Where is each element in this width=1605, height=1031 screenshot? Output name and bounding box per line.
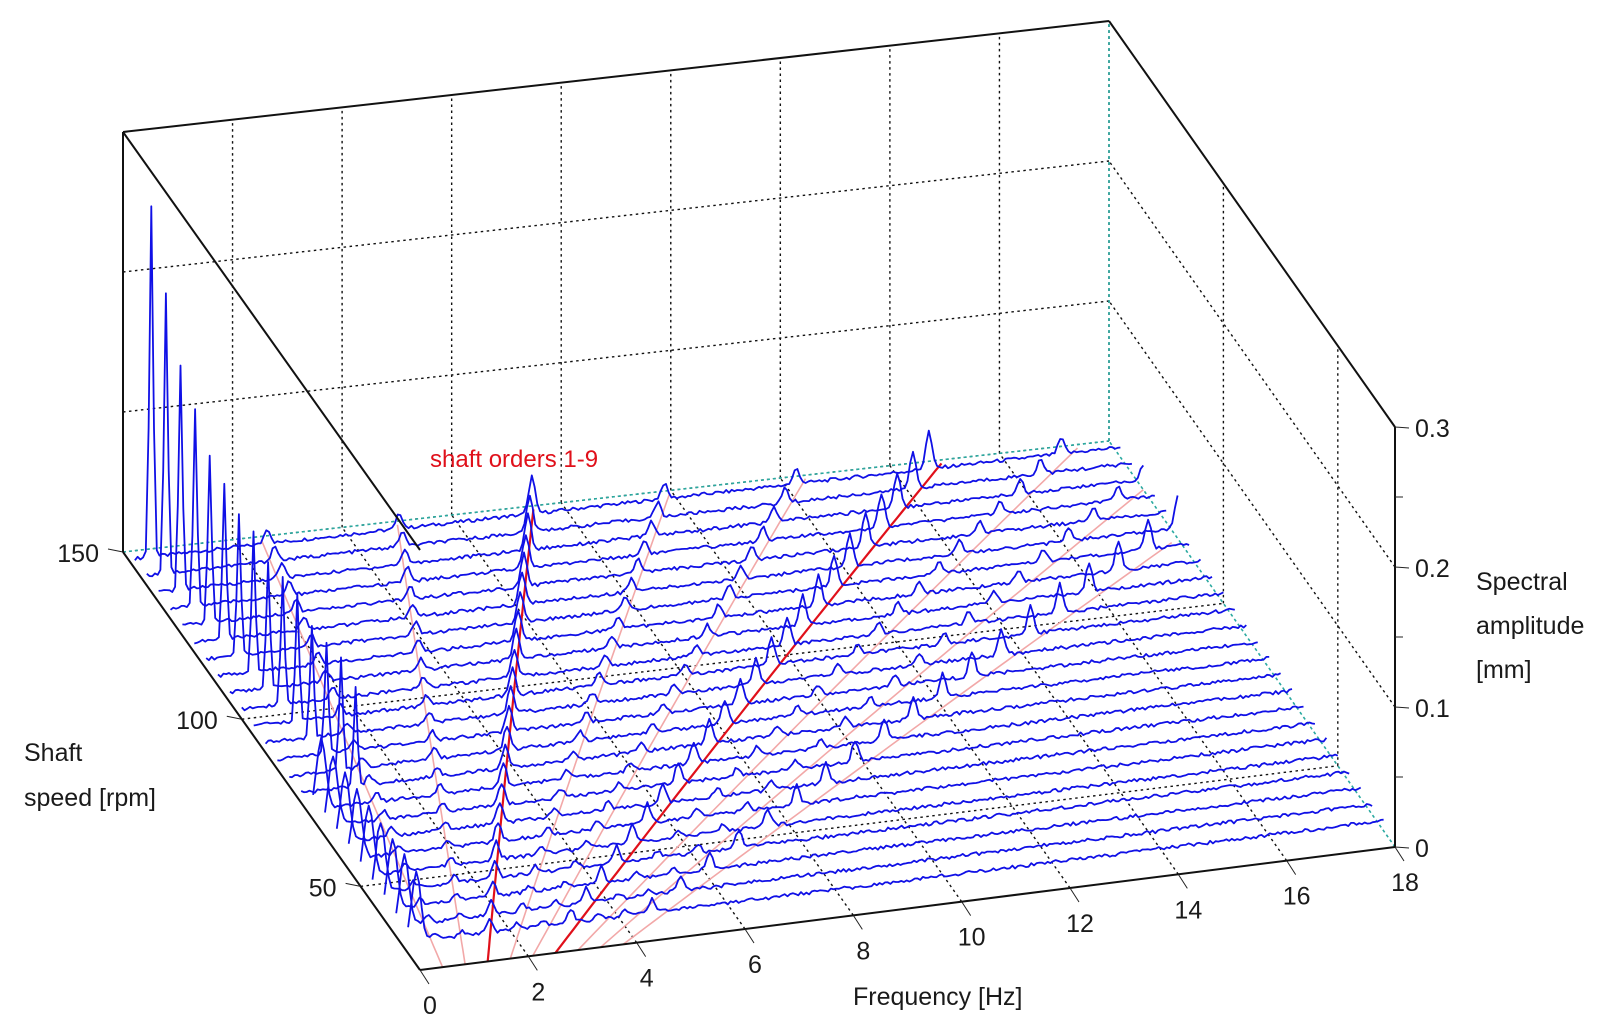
x-tick-mark <box>1394 846 1405 862</box>
spectrum-trace <box>134 205 1121 561</box>
x-tick-mark <box>527 956 538 971</box>
shaft-order-line <box>622 541 1173 946</box>
x-tick-label: 12 <box>1066 910 1094 938</box>
x-tick-label: 6 <box>748 951 762 979</box>
y-tick-mark <box>107 548 124 553</box>
spectrum-trace <box>324 705 1304 824</box>
z-tick-label: 0.1 <box>1415 695 1450 723</box>
frequency-axis-line <box>419 846 1396 971</box>
floor-grid-frequency <box>560 502 854 916</box>
x-tick-mark <box>744 928 755 944</box>
back-wall-grid-horizontal <box>122 300 1110 413</box>
speed-axis-line <box>122 551 421 971</box>
right-wall-grid-horizontal <box>1108 300 1396 708</box>
floor-grid-frequency <box>451 514 746 930</box>
y-tick-label: 150 <box>57 540 99 568</box>
x-axis-label: Frequency [Hz] <box>853 983 1023 1011</box>
spectrum-trace <box>359 753 1339 876</box>
x-tick-label: 16 <box>1283 883 1311 911</box>
spectrum-trace <box>169 408 1155 611</box>
x-tick-label: 14 <box>1174 896 1202 924</box>
y-tick-mark <box>345 882 361 887</box>
z-axis-label-line-2: amplitude <box>1476 612 1584 640</box>
shaft-order-line <box>396 524 466 965</box>
top-left-edge <box>122 131 421 551</box>
spectrum-trace <box>289 656 1270 779</box>
x-tick-mark <box>419 969 430 985</box>
top-back-edge <box>122 20 1110 133</box>
right-wall-grid-horizontal <box>1108 160 1396 568</box>
floor-grid-speed <box>360 765 1338 888</box>
floor-grid-frequency <box>341 526 638 944</box>
spectra-traces <box>134 205 1384 939</box>
x-tick-mark <box>852 915 863 930</box>
spectrum-trace <box>300 672 1282 794</box>
x-tick-mark <box>1069 887 1080 903</box>
spectrum-trace <box>217 530 1202 678</box>
spectrum-trace <box>407 818 1384 939</box>
z-axis-label-line-1: Spectral <box>1476 568 1568 596</box>
spectrum-trace <box>383 786 1362 908</box>
diagonal-edge-hidden <box>123 132 420 970</box>
grid-layer <box>122 21 1396 957</box>
back-wall-grid-horizontal <box>122 160 1110 273</box>
tick-marks-and-labels: 0 2 4 6 8 10 12 14 16 18 50 100 150 0 0.1 0.2 0.3 <box>57 415 1449 1020</box>
z-tick-mark <box>1394 846 1410 849</box>
spectrum-trace <box>194 482 1179 645</box>
shaft-order-line <box>600 489 1144 948</box>
x-tick-mark <box>636 942 647 957</box>
spectrum-trace <box>229 561 1213 695</box>
z-tick-mark <box>1394 566 1410 569</box>
z-axis-label-line-3: [mm] <box>1476 656 1532 684</box>
x-tick-label: 2 <box>531 978 545 1006</box>
x-tick-mark <box>1177 874 1188 889</box>
shaft-orders-annotation: shaft orders 1-9 <box>430 446 598 473</box>
floor-grid-frequency <box>998 452 1288 862</box>
spectrum-trace <box>347 737 1328 859</box>
highlighted-shaft-order-line <box>554 462 943 954</box>
spectrum-trace <box>312 688 1293 809</box>
z-tick-label: 0 <box>1415 835 1429 863</box>
x-tick-label: 10 <box>958 924 986 952</box>
x-tick-label: 18 <box>1391 869 1419 897</box>
z-tick-label: 0.3 <box>1415 415 1450 443</box>
y-tick-label: 50 <box>309 874 337 902</box>
spectrum-trace <box>182 454 1167 626</box>
spectrum-trace <box>158 364 1145 593</box>
x-tick-mark <box>1286 860 1297 875</box>
shaft-order-line <box>509 493 671 959</box>
axes-box <box>122 20 1396 971</box>
y-tick-mark <box>226 715 242 720</box>
z-tick-mark <box>1394 426 1410 429</box>
spectrum-trace <box>371 770 1350 892</box>
x-tick-label: 4 <box>640 965 654 993</box>
spectrum-trace <box>264 624 1247 745</box>
spectrum-trace <box>146 292 1132 578</box>
spectrum-trace <box>205 513 1190 662</box>
z-tick-label: 0.2 <box>1415 555 1450 583</box>
y-axis-label-line-2: speed [rpm] <box>24 784 156 812</box>
y-tick-label: 100 <box>176 707 218 735</box>
spectrum-trace <box>335 721 1316 842</box>
spectrum-trace <box>395 803 1373 925</box>
y-axis-label-line-1: Shaft <box>24 739 82 767</box>
spectrum-trace <box>253 592 1235 727</box>
spectrum-trace <box>241 576 1224 712</box>
x-tick-label: 8 <box>856 937 870 965</box>
floor-grid-frequency <box>231 539 529 957</box>
x-tick-label: 0 <box>423 992 437 1020</box>
spectrum-trace <box>277 641 1258 762</box>
z-tick-mark <box>1394 706 1410 709</box>
x-tick-mark <box>961 901 972 916</box>
top-right-edge <box>1108 20 1396 428</box>
